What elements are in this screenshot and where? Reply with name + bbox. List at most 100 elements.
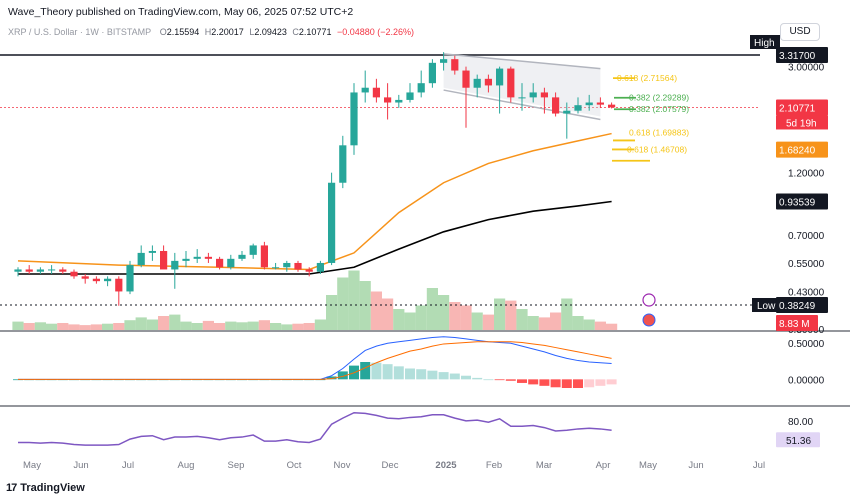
- volume-bar: [270, 323, 282, 330]
- volume-bar: [90, 324, 102, 330]
- candle-body: [272, 267, 280, 269]
- macd-histogram-bar: [584, 379, 595, 388]
- candle-body: [193, 256, 201, 259]
- ema50-tag-bg: [776, 141, 828, 158]
- candle-body: [137, 252, 145, 266]
- volume-bar: [460, 305, 472, 330]
- candle: [238, 250, 246, 261]
- candle: [294, 260, 302, 272]
- volume-bar: [482, 314, 494, 330]
- ema200-tag: 0.93539: [776, 193, 828, 210]
- volume-bar: [527, 316, 539, 330]
- macd-histogram-bar: [427, 370, 438, 380]
- currency-button[interactable]: USD: [780, 23, 820, 41]
- candle: [25, 265, 33, 274]
- volume-bar: [348, 270, 360, 330]
- candle: [283, 260, 291, 272]
- volume-bar: [438, 295, 450, 330]
- candle: [216, 256, 224, 270]
- candle: [92, 276, 100, 284]
- candle-body: [596, 102, 604, 105]
- volume-bar: [169, 314, 181, 330]
- candle: [585, 94, 593, 111]
- candle-body: [249, 245, 257, 255]
- rsi-tick: 80.00: [788, 417, 813, 428]
- volume-bar: [23, 323, 35, 330]
- low-value-tag-text: 0.38249: [779, 301, 816, 312]
- candle-body: [260, 245, 268, 268]
- macd-histogram-bar: [416, 369, 427, 380]
- candle: [126, 260, 134, 295]
- candle-body: [316, 262, 324, 272]
- candle-body: [563, 110, 571, 114]
- macd-histogram-bar: [550, 379, 561, 388]
- candle-body: [440, 59, 448, 63]
- top-bar: Wave_Theory published on TradingView.com…: [0, 0, 850, 22]
- volume-bar: [494, 298, 506, 330]
- volume-bar: [471, 312, 483, 330]
- candle-body: [283, 262, 291, 268]
- candle: [496, 66, 504, 114]
- candle: [48, 265, 56, 274]
- macd-histogram-bar: [337, 371, 348, 380]
- candle: [171, 252, 179, 289]
- candle: [372, 78, 380, 103]
- candle-body: [395, 99, 403, 103]
- candle: [328, 172, 336, 266]
- candle: [193, 249, 201, 263]
- candle: [596, 97, 604, 108]
- candle-body: [540, 92, 548, 98]
- candle-body: [552, 97, 560, 114]
- volume-bar: [57, 323, 69, 330]
- macd-line: [18, 336, 612, 380]
- month-label: May: [639, 460, 657, 471]
- brand-name: TradingView: [20, 482, 85, 494]
- volume-bar: [180, 321, 192, 330]
- candle-body: [406, 92, 414, 100]
- tradingview-brand[interactable]: 17 TradingView: [6, 482, 85, 494]
- month-label: Feb: [486, 460, 502, 471]
- price-tick: 1.20000: [788, 169, 825, 180]
- macd-histogram-bar: [449, 373, 460, 380]
- volume-bar: [158, 316, 170, 330]
- candle: [484, 74, 492, 93]
- candle: [361, 70, 369, 103]
- candle-body: [339, 145, 347, 183]
- volume-bar: [191, 323, 203, 330]
- candle-body: [428, 62, 436, 84]
- macd-histogram-bar: [561, 379, 572, 388]
- flag-icon: [642, 313, 656, 327]
- volume-bar: [382, 298, 394, 330]
- candle: [440, 52, 448, 71]
- candle: [137, 245, 145, 268]
- rsi-value-text: 51.36: [786, 436, 811, 447]
- month-label: Mar: [536, 460, 552, 471]
- macd-tick: 0.00000: [788, 375, 825, 386]
- month-label: Apr: [596, 460, 611, 471]
- candle-body: [14, 269, 22, 272]
- volume-bar: [146, 319, 158, 330]
- symbol-label[interactable]: XRP / U.S. Dollar · 1W · BITSTAMP: [8, 27, 152, 37]
- volume-value-tag-bg: [776, 315, 818, 331]
- volume-bar: [393, 309, 405, 330]
- candle-body: [608, 104, 616, 108]
- macd-histogram-bar: [461, 375, 471, 380]
- price-tick: 0.55000: [788, 259, 825, 270]
- macd-histogram-bar: [326, 376, 337, 380]
- volume-bar: [561, 298, 573, 330]
- candle: [182, 250, 190, 268]
- macd-histogram-bar: [517, 379, 527, 383]
- volume-bar: [46, 323, 58, 330]
- candle-body: [484, 78, 492, 86]
- candle: [81, 273, 89, 284]
- volume-bar: [292, 323, 304, 330]
- candle: [59, 267, 67, 274]
- macd-histogram-bar: [438, 372, 449, 380]
- open-value: 2.15594: [166, 27, 200, 37]
- candle: [473, 74, 481, 98]
- fib-level-label: 0.618 (2.71564): [617, 73, 677, 83]
- candle: [249, 243, 257, 259]
- month-label: Jun: [73, 460, 88, 471]
- candle-body: [160, 250, 168, 270]
